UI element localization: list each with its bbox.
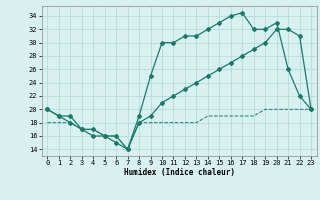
X-axis label: Humidex (Indice chaleur): Humidex (Indice chaleur) xyxy=(124,168,235,177)
